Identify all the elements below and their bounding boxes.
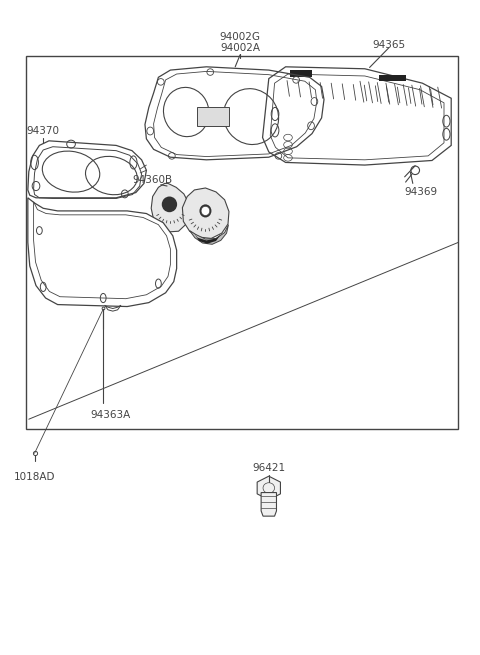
Polygon shape bbox=[190, 225, 228, 244]
Text: 96421: 96421 bbox=[252, 463, 286, 473]
Polygon shape bbox=[257, 476, 280, 500]
Ellipse shape bbox=[162, 196, 177, 212]
Polygon shape bbox=[182, 188, 229, 238]
Text: 94360B: 94360B bbox=[132, 175, 173, 185]
Polygon shape bbox=[28, 198, 177, 307]
Polygon shape bbox=[28, 141, 146, 198]
Text: 1018AD: 1018AD bbox=[14, 472, 55, 481]
Bar bbox=[197, 107, 229, 126]
Text: 94002A: 94002A bbox=[220, 43, 260, 54]
Polygon shape bbox=[194, 234, 221, 244]
Bar bbox=[26, 56, 458, 429]
Text: 94370: 94370 bbox=[27, 126, 60, 136]
Text: 94002G: 94002G bbox=[219, 31, 261, 42]
Text: 94369: 94369 bbox=[404, 187, 437, 197]
Text: 94365: 94365 bbox=[372, 39, 406, 50]
Bar bbox=[290, 70, 312, 77]
Polygon shape bbox=[261, 493, 276, 516]
Ellipse shape bbox=[201, 206, 210, 215]
Ellipse shape bbox=[200, 204, 211, 217]
Polygon shape bbox=[151, 183, 190, 232]
Text: 94363A: 94363A bbox=[90, 410, 131, 420]
Bar bbox=[379, 75, 406, 81]
